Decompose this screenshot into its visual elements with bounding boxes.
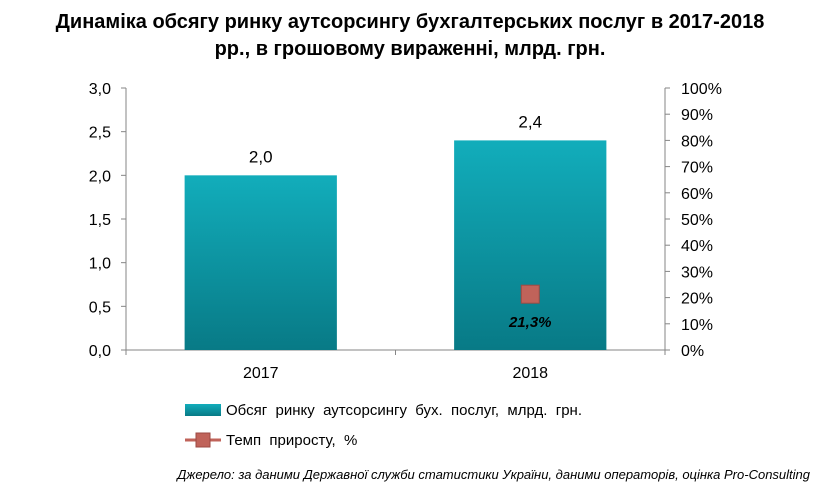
chart-title-line-2: рр., в грошовому вираженні, млрд. грн. — [214, 38, 606, 60]
x-tick-label: 2017 — [243, 365, 279, 382]
legend-label-bar: Обсяг ринку аутсорсингу бух. послуг, млр… — [226, 402, 582, 419]
x-tick-label: 2018 — [512, 365, 548, 382]
y-tick-label: 1,5 — [89, 212, 111, 229]
legend-swatch-marker — [195, 432, 211, 448]
y2-tick-label: 60% — [681, 186, 713, 203]
y2-tick-label: 70% — [681, 160, 713, 177]
growth-data-label: 21,3% — [508, 314, 552, 331]
y-tick-label: 2,5 — [89, 125, 111, 142]
y-tick-label: 0,5 — [89, 299, 111, 316]
bar-data-label: 2,4 — [518, 112, 542, 131]
y2-tick-label: 80% — [681, 133, 713, 150]
y2-tick-label: 10% — [681, 317, 713, 334]
y2-tick-label: 40% — [681, 238, 713, 255]
y-tick-label: 0,0 — [89, 343, 111, 360]
y-tick-label: 3,0 — [89, 81, 111, 98]
chart-title-line-1: Динаміка обсягу ринку аутсорсингу бухгал… — [55, 11, 765, 33]
y-tick-label: 1,0 — [89, 256, 111, 273]
bar-data-label: 2,0 — [249, 147, 273, 166]
y2-tick-label: 30% — [681, 264, 713, 281]
y2-tick-label: 20% — [681, 291, 713, 308]
y2-tick-label: 90% — [681, 107, 713, 124]
bar — [184, 175, 337, 350]
y2-tick-label: 100% — [681, 81, 722, 98]
legend-label-marker: Темп приросту, % — [226, 432, 357, 449]
legend-swatch-bar — [185, 404, 221, 416]
y2-tick-label: 50% — [681, 212, 713, 229]
source-note: Джерело: за даними Державної служби стат… — [177, 467, 810, 482]
bar — [454, 140, 607, 350]
y-tick-label: 2,0 — [89, 168, 111, 185]
growth-marker — [520, 284, 540, 304]
y2-tick-label: 0% — [681, 343, 704, 360]
